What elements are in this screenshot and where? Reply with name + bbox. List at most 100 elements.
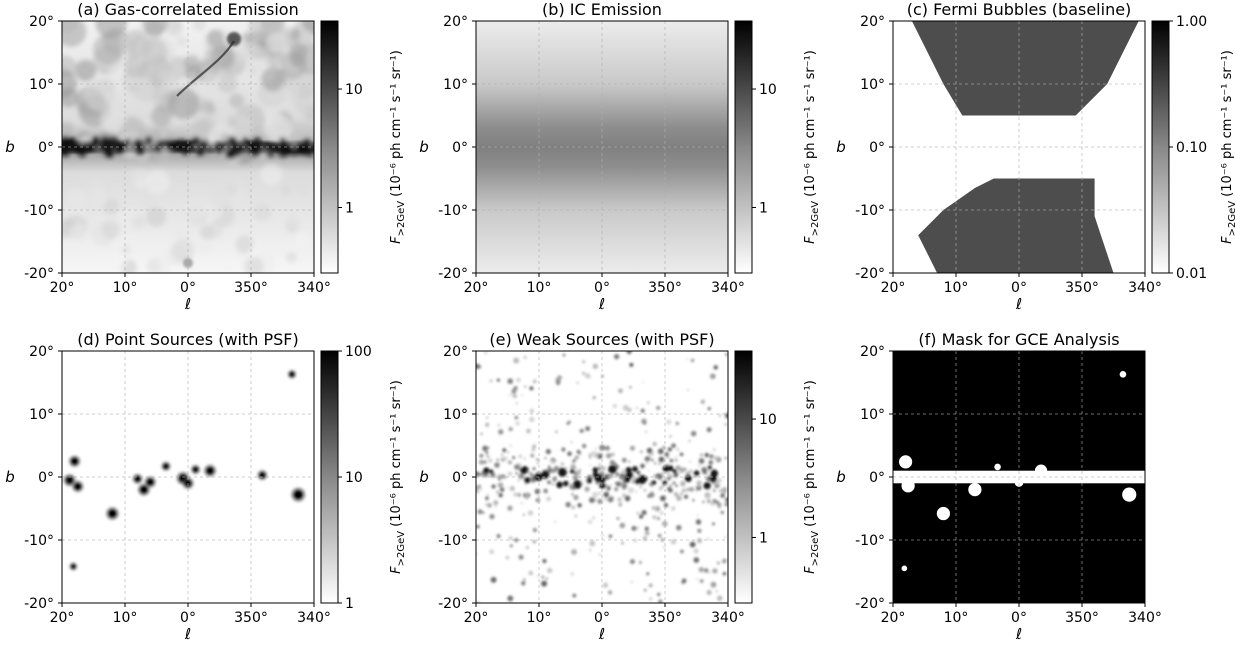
weak-source — [689, 541, 696, 548]
weak-source — [518, 495, 521, 498]
weak-source — [717, 478, 722, 482]
weak-source — [644, 530, 650, 536]
gas-cloud — [186, 111, 219, 143]
colorbar-gradient — [734, 20, 753, 274]
point-source — [71, 457, 79, 465]
gas-band-knot — [227, 136, 237, 145]
weak-source — [545, 448, 551, 455]
weak-source — [697, 528, 702, 533]
weak-source — [584, 486, 590, 492]
weak-source — [589, 549, 592, 552]
weak-source — [513, 357, 520, 364]
gas-cloud — [74, 59, 97, 81]
weak-source — [554, 520, 557, 523]
weak-source — [712, 489, 716, 492]
grid — [476, 351, 728, 603]
grid — [893, 351, 1145, 603]
weak-source — [531, 478, 536, 483]
weak-source — [708, 460, 714, 465]
weak-source — [480, 488, 483, 491]
gas-cloud — [286, 252, 297, 263]
weak-source — [587, 519, 593, 524]
x-tick-label: 350° — [1065, 610, 1099, 626]
weak-source — [509, 485, 515, 492]
weak-source — [644, 526, 649, 531]
weak-source — [524, 385, 527, 388]
weak-source — [508, 426, 513, 432]
weak-source — [616, 517, 620, 520]
weak-source — [656, 405, 661, 410]
colorbar: 100 10 1 F>2GeV (10⁻⁶ ph cm⁻¹ s⁻¹ sr⁻¹) — [320, 344, 407, 612]
weak-source — [552, 476, 557, 482]
weak-source-bright — [592, 467, 599, 473]
weak-source — [724, 497, 728, 503]
weak-source — [546, 496, 551, 502]
x-axis-label: ℓ — [1015, 625, 1022, 643]
panel-title: (b) IC Emission — [542, 0, 662, 19]
colorbar: 10 1 F>2GeV (10⁻⁶ ph cm⁻¹ s⁻¹ sr⁻¹) — [320, 20, 407, 274]
gas-band-knot — [154, 145, 160, 150]
weak-source — [704, 464, 707, 467]
gas-cloud — [196, 238, 213, 254]
weak-source — [571, 549, 577, 555]
gas-band-knot — [144, 136, 153, 145]
weak-source — [658, 486, 663, 491]
weak-source — [529, 416, 535, 423]
weak-source — [609, 460, 615, 465]
weak-source — [620, 469, 627, 475]
gas-band-knot — [100, 135, 111, 146]
x-axis-label: ℓ — [1015, 295, 1022, 313]
weak-source — [507, 505, 513, 511]
weak-source — [565, 501, 571, 508]
weak-source — [640, 463, 645, 469]
gas-cloud — [89, 188, 107, 206]
y-tick-label: -20° — [24, 596, 54, 612]
gas-band-knot — [141, 149, 146, 155]
weak-source — [635, 490, 638, 494]
weak-source — [712, 522, 715, 526]
weak-source — [613, 354, 620, 360]
weak-source — [482, 460, 487, 465]
weak-source — [588, 453, 591, 457]
weak-source — [646, 572, 650, 576]
weak-source — [497, 477, 502, 481]
panel-title: (c) Fermi Bubbles (baseline) — [907, 0, 1132, 19]
weak-source — [666, 455, 670, 459]
colorbar-label-sub: >2GeV — [810, 201, 821, 237]
weak-source — [574, 455, 579, 460]
colorbar-label-units: (10⁻⁶ ph cm⁻¹ s⁻¹ sr⁻¹) — [803, 380, 818, 527]
x-tick-label: 0° — [1011, 610, 1027, 626]
weak-source — [676, 495, 682, 501]
weak-source — [641, 418, 647, 424]
grid — [893, 21, 1145, 273]
gas-cloud — [124, 76, 154, 106]
weak-source — [611, 452, 615, 457]
colorbar-label-units: (10⁻⁶ ph cm⁻¹ s⁻¹ sr⁻¹) — [1220, 50, 1235, 197]
weak-source — [601, 466, 606, 471]
y-tick-label: 0° — [869, 470, 885, 486]
weak-source — [676, 448, 679, 451]
weak-source — [535, 497, 541, 503]
weak-source — [572, 459, 576, 463]
weak-source — [699, 579, 704, 583]
weak-source — [491, 484, 496, 489]
weak-source — [644, 456, 650, 462]
weak-source — [502, 448, 507, 453]
grid — [476, 21, 728, 273]
weak-source — [551, 468, 556, 473]
weak-sources — [476, 351, 728, 603]
weak-source — [686, 358, 689, 361]
masked-disk — [1122, 487, 1137, 502]
weak-source-bright — [632, 466, 638, 472]
gas-cloud — [242, 31, 253, 42]
point-source — [206, 466, 214, 475]
weak-source — [717, 595, 723, 601]
weak-source — [707, 407, 711, 411]
masked-disk — [1034, 464, 1048, 477]
gas-cloud — [295, 232, 310, 248]
gas-band-knot — [78, 149, 86, 158]
weak-source — [713, 448, 716, 452]
gas-cloud — [175, 227, 189, 241]
weak-source — [588, 456, 591, 459]
weak-source — [669, 435, 672, 438]
